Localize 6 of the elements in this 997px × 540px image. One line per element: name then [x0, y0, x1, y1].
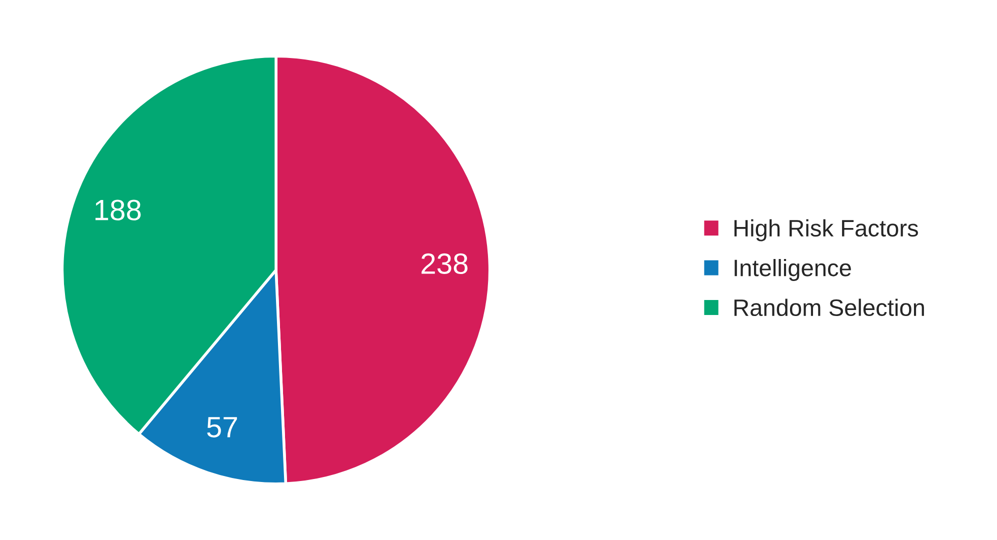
- data-label: 57: [207, 417, 237, 438]
- legend-label: Intelligence: [734, 258, 851, 282]
- legend-label: High Risk Factors: [734, 219, 918, 242]
- data-label: 188: [96, 200, 141, 220]
- data-label: 238: [422, 253, 468, 274]
- legend-label: Random Selection: [734, 298, 924, 316]
